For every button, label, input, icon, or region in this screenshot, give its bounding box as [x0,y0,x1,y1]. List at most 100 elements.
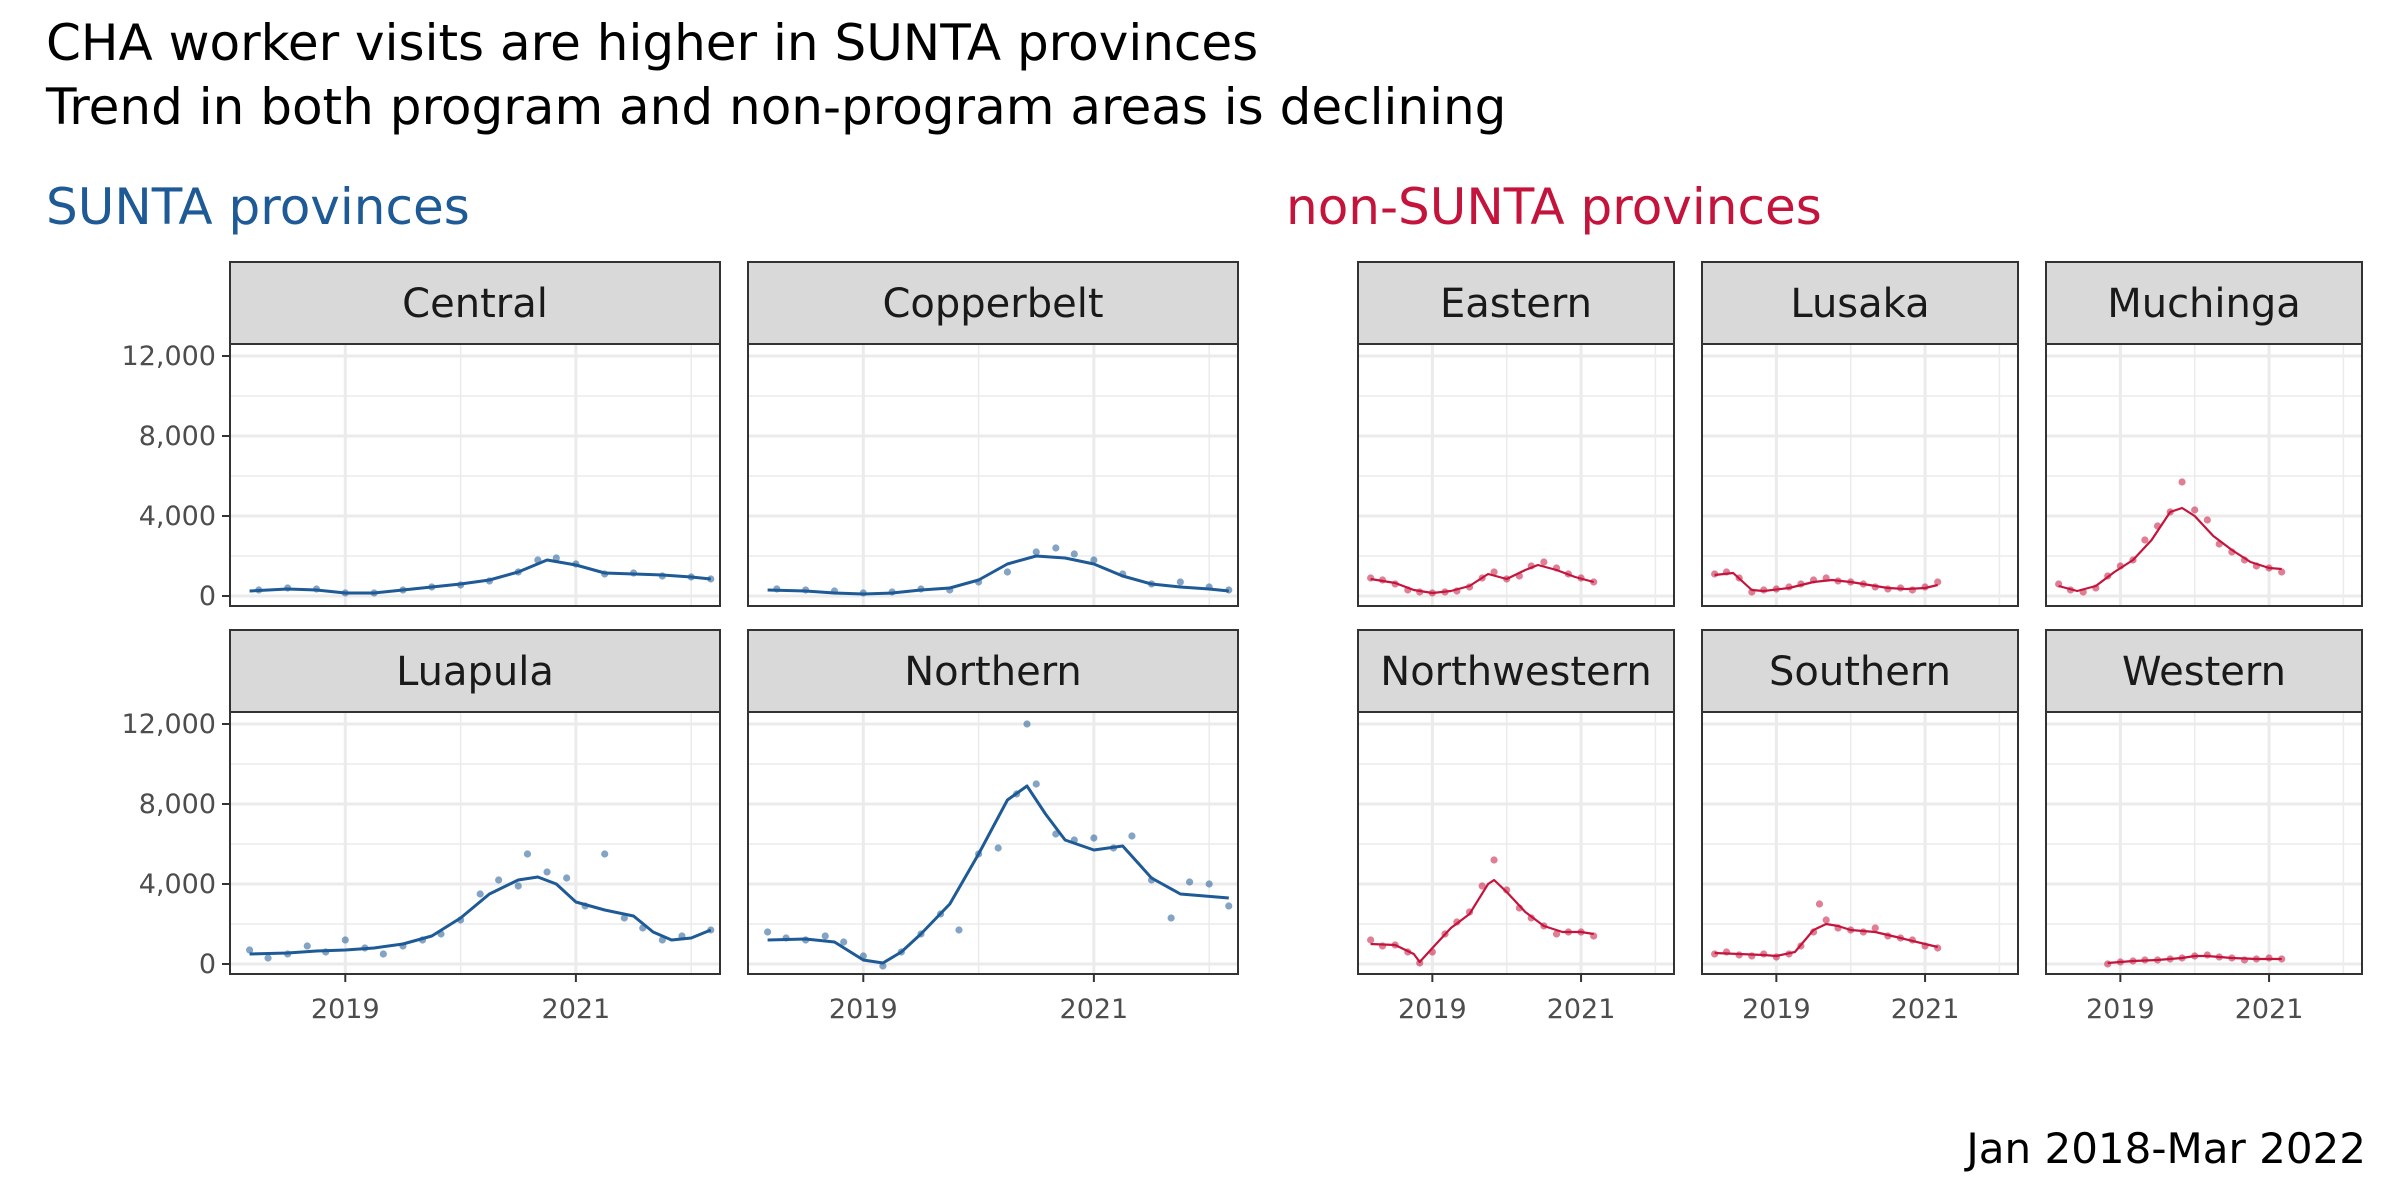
data-point [563,874,571,882]
facet-strip [1701,261,2019,345]
facet-strip [2045,261,2363,345]
data-point [1934,578,1942,586]
data-point [1070,550,1078,558]
data-point [1815,900,1824,908]
facet-strip [747,261,1239,345]
facet-strip-label: Northwestern [1380,649,1651,695]
data-point [379,950,387,958]
data-point [1490,568,1498,576]
data-point [1167,914,1175,922]
panel-lusaka: Lusaka [1701,261,2019,607]
data-point [1128,832,1136,840]
plot-area [1358,344,1674,606]
data-point [264,954,272,962]
y-tick-label: 8,000 [139,421,216,452]
data-point [821,932,829,940]
facet-strip-label: Northern [904,649,1082,695]
data-point [1822,916,1830,924]
x-tick-label: 2019 [2086,994,2155,1025]
data-point [994,844,1002,852]
date-range-caption: Jan 2018-Mar 2022 [1966,1124,2366,1173]
trend-line [767,784,1229,965]
trend-line [249,875,712,956]
panel-luapula: Luapula 2019 2021 0 4,000 8,000 12,000 [122,629,721,1025]
y-tick-label: 0 [199,949,216,980]
trend-line [1714,922,1938,958]
plot-area [1702,712,2018,974]
data-point [2104,960,2112,968]
data-point [840,938,848,946]
data-point [523,850,532,858]
data-point [1225,902,1233,910]
trend-line [2058,506,2282,593]
chart-subtitle: Trend in both program and non-program ar… [46,78,1507,136]
sunta-group-label: SUNTA provinces [46,178,470,236]
facet-strip [2045,629,2363,713]
plot-area [230,344,720,606]
trend-line [1370,563,1594,595]
data-point [476,890,484,898]
data-point [1176,578,1184,586]
x-tick-label: 2021 [1891,994,1960,1025]
plot-area [2046,344,2362,606]
panel-muchinga: Muchinga [2045,261,2363,607]
facet-strip [1357,629,1675,713]
data-point [543,868,551,876]
data-point [2203,516,2211,524]
x-tick-label: 2019 [1398,994,1467,1025]
facet-strip [1701,629,2019,713]
plot-area [748,712,1238,974]
y-tick-label: 8,000 [139,789,216,820]
panel-western: Western 2019 2021 [2045,629,2363,1025]
data-point [341,936,349,944]
facet-strip-label: Central [402,281,548,327]
y-tick-label: 0 [199,581,216,612]
data-point [1023,720,1031,728]
data-point [1367,936,1375,944]
data-point [1052,544,1060,552]
facet-strip-label: Copperbelt [882,281,1103,327]
data-point [601,850,609,858]
facet-strip [229,261,721,345]
data-point [1540,558,1548,566]
x-tick-label: 2021 [542,994,611,1025]
data-point [2278,568,2286,576]
y-tick-label: 12,000 [122,341,216,372]
trend-line [1714,571,1938,593]
facet-strip-label: Southern [1769,649,1951,695]
panel-copperbelt: Copperbelt [747,261,1239,607]
plot-area [1358,712,1674,974]
x-tick-label: 2019 [1742,994,1811,1025]
data-point [303,942,311,950]
data-point [1003,568,1012,576]
facet-strip-label: Luapula [396,649,554,695]
plot-area [748,344,1238,606]
facet-strip [229,629,721,713]
data-point [495,876,503,884]
trend-line [1370,878,1594,964]
data-point [1552,930,1561,938]
panel-central: Central 0 4,000 8,000 12,000 [122,261,721,612]
panel-northern: Northern 2019 2021 [747,629,1239,1025]
facet-strip-label: Eastern [1440,281,1592,327]
x-tick-label: 2021 [2235,994,2304,1025]
data-point [764,928,772,936]
panel-eastern: Eastern [1357,261,1675,607]
y-tick-label: 12,000 [122,709,216,740]
x-tick-label: 2019 [829,994,898,1025]
data-point [1205,880,1213,888]
data-point [1478,882,1486,890]
facet-strip-label: Western [2122,649,2286,695]
data-point [1871,924,1879,932]
non-sunta-group-label: non-SUNTA provinces [1286,178,1822,236]
facet-strip [1357,261,1675,345]
trend-line [249,558,711,595]
x-tick-label: 2019 [311,994,380,1025]
facet-strip-label: Lusaka [1790,281,1929,327]
data-point [2191,506,2199,514]
data-point [246,946,254,954]
x-tick-label: 2021 [1060,994,1129,1025]
trend-line [767,554,1229,596]
data-point [1490,856,1498,864]
